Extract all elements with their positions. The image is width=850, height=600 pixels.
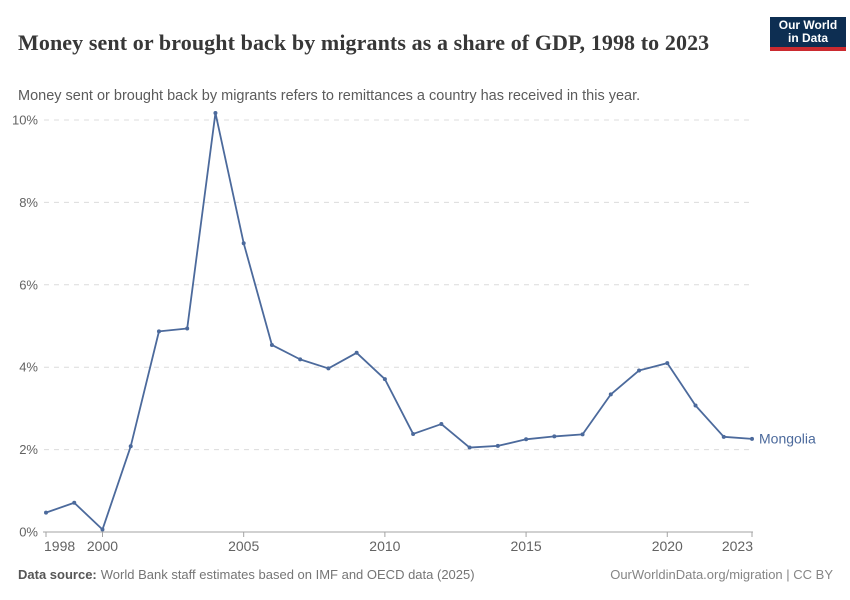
data-source-label: Data source: xyxy=(18,567,97,582)
series-label: Mongolia xyxy=(759,430,816,446)
chart-subtitle: Money sent or brought back by migrants r… xyxy=(18,87,641,104)
y-tick-label: 0% xyxy=(19,525,38,540)
y-tick-label: 6% xyxy=(19,277,38,292)
data-point xyxy=(382,377,387,382)
x-tick-label: 2010 xyxy=(369,538,400,554)
data-point xyxy=(269,342,274,347)
data-point xyxy=(495,443,500,448)
data-point xyxy=(354,350,359,355)
data-point xyxy=(665,361,670,366)
owid-logo[interactable]: Our World in Data xyxy=(770,17,846,51)
data-source: Data source: World Bank staff estimates b… xyxy=(18,567,475,583)
x-tick-label: 2023 xyxy=(722,538,753,554)
data-point xyxy=(580,432,585,437)
data-point xyxy=(185,326,190,331)
y-tick-label: 2% xyxy=(19,442,38,457)
data-point xyxy=(750,436,754,441)
credit-link[interactable]: OurWorldinData.org/migration | CC BY xyxy=(610,567,833,582)
owid-logo-line1: Our World xyxy=(778,17,838,32)
y-tick-label: 10% xyxy=(12,113,38,128)
data-point xyxy=(608,392,613,397)
x-tick-label: 2000 xyxy=(87,538,118,554)
owid-logo-line2: in Data xyxy=(787,31,828,45)
x-tick-label: 1998 xyxy=(44,538,75,554)
data-point xyxy=(693,403,698,408)
data-point xyxy=(128,444,133,449)
data-point xyxy=(241,241,246,246)
data-point xyxy=(156,329,161,334)
chart-title: Money sent or brought back by migrants a… xyxy=(18,29,710,55)
data-point xyxy=(467,445,472,450)
data-point xyxy=(721,434,726,439)
data-point xyxy=(637,368,642,373)
data-point xyxy=(44,510,48,515)
chart-footer: Data source: World Bank staff estimates b… xyxy=(18,567,833,583)
series-line xyxy=(45,112,753,531)
data-source-text: World Bank staff estimates based on IMF … xyxy=(100,567,475,582)
data-point xyxy=(72,500,77,505)
x-tick-label: 2005 xyxy=(228,538,259,554)
y-tick-label: 4% xyxy=(19,360,38,375)
y-tick-label: 8% xyxy=(19,195,38,210)
x-tick-label: 2015 xyxy=(511,538,542,554)
data-point xyxy=(552,434,557,439)
data-point xyxy=(213,110,218,115)
data-point xyxy=(524,437,529,442)
x-tick-label: 2020 xyxy=(652,538,683,554)
data-point xyxy=(439,422,444,427)
data-point xyxy=(298,357,303,362)
data-point xyxy=(411,431,416,436)
data-point xyxy=(326,366,331,371)
data-point xyxy=(100,527,105,532)
